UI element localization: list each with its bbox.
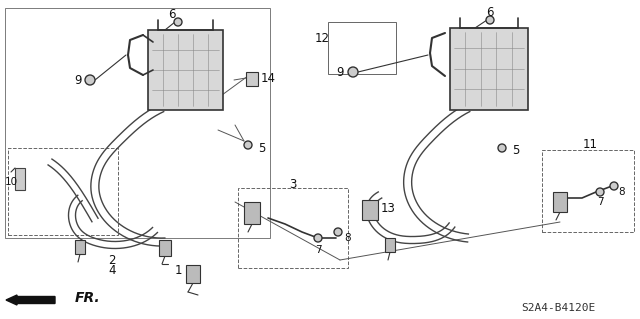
Text: FR.: FR. (75, 291, 100, 305)
Bar (148, 30, 223, 110)
Bar (385, 238, 395, 252)
Text: 5: 5 (512, 144, 520, 157)
Bar (328, 22, 396, 74)
Text: 8: 8 (345, 233, 351, 243)
Bar (244, 202, 260, 224)
Circle shape (348, 67, 358, 77)
Bar (553, 192, 567, 212)
Circle shape (85, 75, 95, 85)
Circle shape (244, 141, 252, 149)
Circle shape (174, 18, 182, 26)
Text: 6: 6 (168, 8, 176, 20)
Text: 6: 6 (486, 5, 493, 19)
Bar (238, 188, 348, 268)
Text: 13: 13 (381, 202, 396, 214)
Circle shape (596, 188, 604, 196)
Circle shape (486, 16, 494, 24)
Bar (362, 200, 378, 220)
Circle shape (334, 228, 342, 236)
Bar (186, 265, 200, 283)
Text: 10: 10 (4, 177, 17, 187)
Bar (5, 8, 270, 238)
Text: 3: 3 (289, 177, 297, 190)
FancyArrow shape (6, 295, 55, 305)
Bar (75, 240, 85, 254)
Text: 9: 9 (74, 73, 82, 86)
Text: 7: 7 (596, 197, 604, 207)
Bar (246, 72, 258, 86)
Text: 4: 4 (108, 264, 116, 278)
Text: 14: 14 (260, 71, 275, 85)
Circle shape (314, 234, 322, 242)
Bar (15, 168, 25, 190)
Text: 7: 7 (315, 245, 321, 255)
Circle shape (610, 182, 618, 190)
Circle shape (498, 144, 506, 152)
Bar (542, 150, 634, 232)
Bar (450, 28, 528, 110)
Text: 1: 1 (174, 263, 182, 277)
Text: 12: 12 (314, 32, 330, 44)
Text: 8: 8 (619, 187, 625, 197)
Text: 9: 9 (336, 65, 344, 78)
Text: S2A4-B4120E: S2A4-B4120E (521, 303, 595, 313)
Text: 2: 2 (108, 254, 116, 266)
Text: 5: 5 (259, 142, 266, 154)
Bar (8, 148, 118, 235)
Text: 11: 11 (582, 138, 598, 152)
Bar (159, 240, 171, 256)
